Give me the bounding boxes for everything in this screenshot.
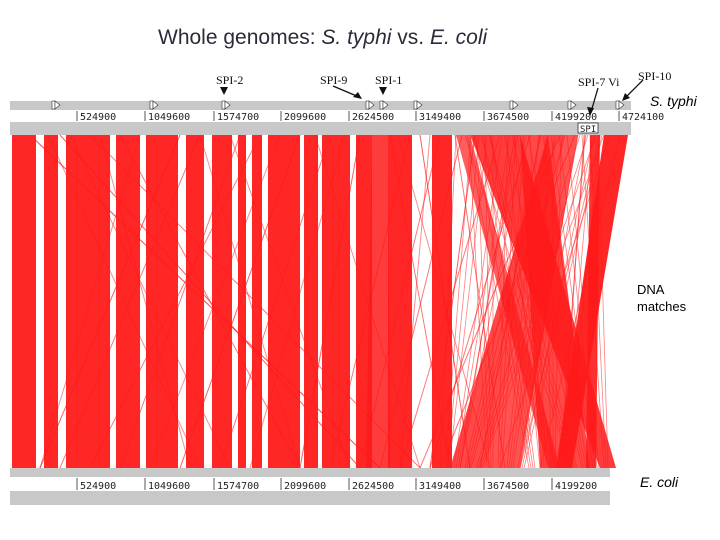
top-tick-label: 3149400 (419, 112, 461, 123)
page-title: Whole genomes: S. typhi vs. E. coli (158, 26, 487, 50)
bottom-tick-label: 1049600 (148, 481, 190, 492)
top-tick-label: 2099600 (284, 112, 326, 123)
top-tick-label: 4199200 (555, 112, 597, 123)
bottom-tick-label: 524900 (80, 481, 116, 492)
bottom-tick-label: 4199200 (555, 481, 597, 492)
top-tick-label: 2624500 (352, 112, 394, 123)
dna-label-line1: DNA (637, 282, 665, 297)
spi7-label: SPI-7 Vi (578, 75, 620, 89)
dna-matches-label: DNA matches (637, 281, 686, 315)
bottom-tick-label: 3674500 (487, 481, 529, 492)
spi9-label: SPI-9 (320, 73, 348, 87)
top-tick-label: 3674500 (487, 112, 529, 123)
dna-label-line2: matches (637, 299, 687, 314)
spi-box (577, 122, 599, 134)
typhi-label: S. typhi (650, 93, 697, 109)
spi10-arrow (624, 79, 644, 99)
track-bottom: 524900 1049600 1574700 2099600 2624500 314940… (10, 468, 610, 505)
ecoli-label: E. coli (640, 474, 679, 490)
bottom-tick-label: 2099600 (284, 481, 326, 492)
spi2-marker (220, 87, 228, 95)
bottom-tick-label: 1574700 (217, 481, 259, 492)
spi10-label: SPI-10 (638, 69, 672, 83)
top-tick-label: 1574700 (217, 112, 259, 123)
title-prefix: Whole genomes: (158, 26, 322, 49)
spi2-label: SPI-2 (216, 73, 244, 87)
title-genome-a: S. typhi (321, 26, 392, 49)
spi9-arrow (332, 85, 360, 98)
spi1-marker (379, 87, 387, 95)
island-markers (220, 79, 644, 116)
title-genome-b: E. coli (429, 26, 488, 49)
track-top: 524900 1049600 1574700 2099600 2624500 314940… (10, 100, 664, 135)
dna-matches (12, 134, 628, 469)
top-tick-label: 524900 (80, 112, 116, 123)
bottom-tick-label: 3149400 (419, 481, 461, 492)
top-tick-label: 1049600 (148, 112, 190, 123)
spi-box-label: SPI (580, 125, 596, 135)
bottom-tick-label: 2624500 (352, 481, 394, 492)
top-tick-label: 4724100 (622, 112, 664, 123)
title-connector: vs. (391, 26, 430, 49)
spi1-label: SPI-1 (375, 73, 403, 87)
